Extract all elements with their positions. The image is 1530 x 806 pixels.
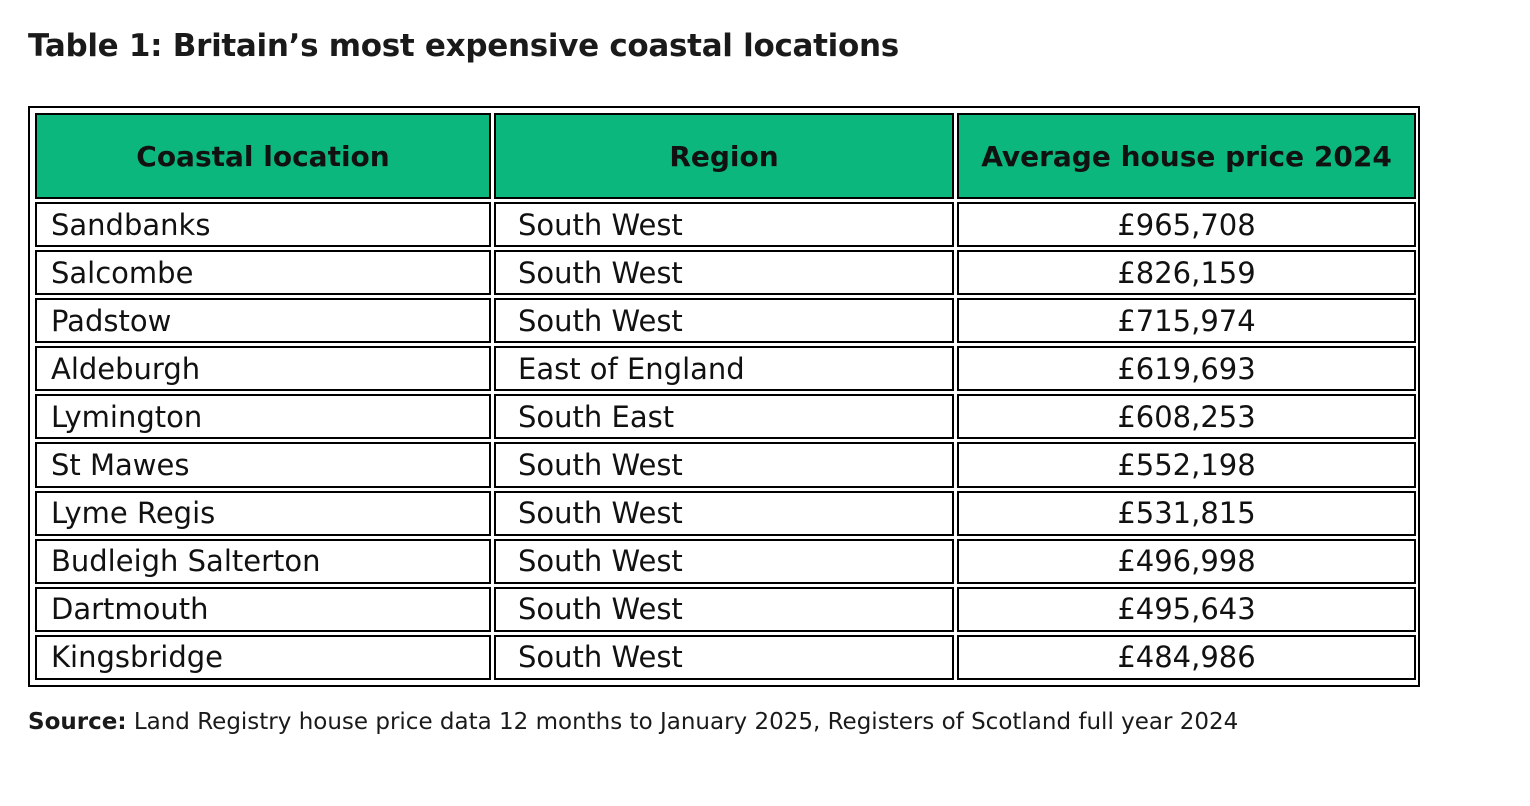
source-note: Source: Land Registry house price data 1… [28, 709, 1238, 735]
cell-region: South West [494, 250, 954, 296]
cell-location: Aldeburgh [35, 346, 491, 392]
cell-price: £531,815 [957, 490, 1416, 536]
cell-price: £715,974 [957, 298, 1416, 344]
house-price-table: Coastal location Region Average house pr… [32, 110, 1419, 683]
table-header-row: Coastal location Region Average house pr… [35, 113, 1416, 199]
cell-price: £826,159 [957, 250, 1416, 296]
cell-location: Lyme Regis [35, 490, 491, 536]
cell-region: South West [494, 634, 954, 680]
table-row: St Mawes South West £552,198 [35, 442, 1416, 488]
table-row: Budleigh Salterton South West £496,998 [35, 538, 1416, 584]
cell-region: South West [494, 202, 954, 248]
cell-location: Lymington [35, 394, 491, 440]
table-row: Kingsbridge South West £484,986 [35, 634, 1416, 680]
cell-region: South West [494, 490, 954, 536]
cell-region: South West [494, 442, 954, 488]
cell-price: £496,998 [957, 538, 1416, 584]
cell-location: Sandbanks [35, 202, 491, 248]
cell-price: £552,198 [957, 442, 1416, 488]
cell-location: Padstow [35, 298, 491, 344]
source-label: Source: [28, 709, 127, 735]
cell-location: Salcombe [35, 250, 491, 296]
cell-price: £484,986 [957, 634, 1416, 680]
cell-region: South West [494, 298, 954, 344]
header-coastal-location: Coastal location [35, 113, 491, 199]
cell-price: £608,253 [957, 394, 1416, 440]
cell-region: South East [494, 394, 954, 440]
cell-region: South West [494, 586, 954, 632]
cell-price: £619,693 [957, 346, 1416, 392]
table-row: Padstow South West £715,974 [35, 298, 1416, 344]
table-row: Salcombe South West £826,159 [35, 250, 1416, 296]
cell-location: St Mawes [35, 442, 491, 488]
cell-location: Budleigh Salterton [35, 538, 491, 584]
table-frame: Coastal location Region Average house pr… [28, 106, 1420, 687]
table-row: Lymington South East £608,253 [35, 394, 1416, 440]
source-text: Land Registry house price data 12 months… [126, 709, 1239, 735]
table-title: Table 1: Britain’s most expensive coasta… [28, 28, 899, 64]
cell-price: £965,708 [957, 202, 1416, 248]
cell-region: East of England [494, 346, 954, 392]
cell-price: £495,643 [957, 586, 1416, 632]
cell-region: South West [494, 538, 954, 584]
table-row: Lyme Regis South West £531,815 [35, 490, 1416, 536]
cell-location: Kingsbridge [35, 634, 491, 680]
header-region: Region [494, 113, 954, 199]
table-row: Dartmouth South West £495,643 [35, 586, 1416, 632]
table-row: Aldeburgh East of England £619,693 [35, 346, 1416, 392]
cell-location: Dartmouth [35, 586, 491, 632]
table-row: Sandbanks South West £965,708 [35, 202, 1416, 248]
header-average-price: Average house price 2024 [957, 113, 1416, 199]
